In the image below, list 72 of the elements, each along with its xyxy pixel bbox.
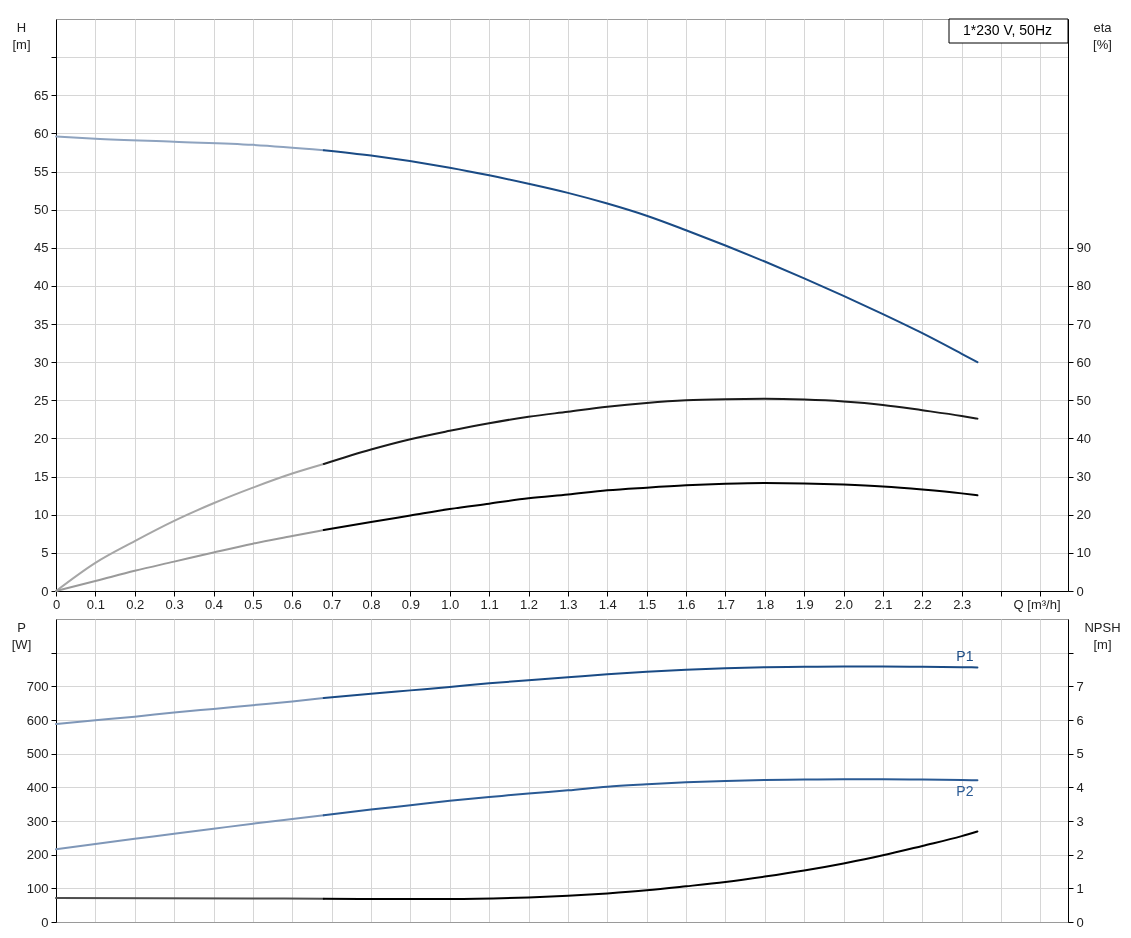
- y-axis-title: P [W]: [11, 619, 32, 652]
- x-tick-label: 0.3: [165, 596, 184, 612]
- y-tick-label: 45: [34, 240, 49, 256]
- y2-tick-label: 80: [1076, 278, 1091, 294]
- x-tick-label: 0.2: [126, 596, 145, 612]
- x-tick-label: 0.6: [283, 596, 302, 612]
- y-tick-label: 500: [26, 746, 49, 762]
- y-tick-label: 35: [34, 316, 49, 332]
- x-tick-label: 0: [52, 596, 61, 612]
- x-tick-label: 2.1: [874, 596, 893, 612]
- y-tick-label: 60: [34, 125, 49, 141]
- x-tick-label: 0.4: [204, 596, 224, 612]
- x-tick-label: 2.0: [835, 596, 854, 612]
- y2-tick-label: 0: [1076, 914, 1084, 930]
- y2-tick-label: 4: [1076, 779, 1084, 795]
- y-tick-label: 65: [34, 87, 49, 103]
- y-tick-label: 30: [34, 354, 49, 370]
- y-tick-label: 25: [34, 392, 49, 408]
- x-tick-label: 1.6: [677, 596, 696, 612]
- y2-tick-label: 20: [1076, 507, 1091, 523]
- y-tick-label: 400: [26, 779, 49, 795]
- y2-tick-label: 10: [1076, 545, 1091, 561]
- x-tick-label: 0.7: [323, 596, 342, 612]
- x-tick-label: 1.0: [441, 596, 460, 612]
- x-tick-label: 0.8: [362, 596, 381, 612]
- y-tick-label: 600: [26, 712, 49, 728]
- y-tick-label: 15: [34, 469, 49, 485]
- y2-tick-label: 50: [1076, 392, 1091, 408]
- y-tick-label: 700: [26, 678, 49, 694]
- x-tick-label: 2.3: [953, 596, 972, 612]
- y2-tick-label: 7: [1076, 678, 1084, 694]
- y2-tick-label: 0: [1076, 583, 1084, 599]
- x-tick-label: 0.1: [86, 596, 105, 612]
- chart-title: 1*230 V, 50Hz: [963, 22, 1052, 38]
- y-tick-label: 10: [34, 507, 49, 523]
- y2-tick-label: 2: [1076, 847, 1084, 863]
- y-axis-title: H [m]: [12, 19, 31, 52]
- y2-tick-label: 1: [1076, 880, 1084, 896]
- y2-tick-label: 70: [1076, 316, 1091, 332]
- y2-tick-label: 6: [1076, 712, 1084, 728]
- x-tick-label: 1.9: [795, 596, 814, 612]
- y2-axis-title: NPSH [m]: [1084, 619, 1121, 652]
- y-tick-label: 0: [41, 583, 49, 599]
- series-label: P1: [956, 648, 974, 665]
- y2-tick-label: 90: [1076, 240, 1091, 256]
- x-tick-label: 0.9: [401, 596, 420, 612]
- x-tick-label: 1.4: [598, 596, 617, 612]
- y-tick-label: 50: [34, 202, 49, 218]
- y-tick-label: 40: [34, 278, 49, 294]
- x-axis-title: Q [m³/h]: [1013, 596, 1061, 612]
- x-tick-label: 0.5: [244, 596, 263, 612]
- y2-axis-title: eta [%]: [1093, 19, 1113, 52]
- y-tick-label: 20: [34, 430, 49, 446]
- x-tick-label: 1.2: [519, 596, 539, 612]
- y2-tick-label: 30: [1076, 469, 1091, 485]
- x-tick-label: 1.7: [716, 596, 735, 612]
- x-tick-label: 1.3: [559, 596, 578, 612]
- y-tick-label: 300: [26, 813, 49, 829]
- x-tick-label: 1.1: [480, 596, 499, 612]
- series-label: P2: [956, 783, 974, 800]
- x-tick-label: 1.8: [756, 596, 775, 612]
- y-tick-label: 0: [41, 914, 49, 930]
- y2-tick-label: 40: [1076, 430, 1091, 446]
- y-tick-label: 55: [34, 164, 49, 180]
- y-tick-label: 200: [26, 847, 49, 863]
- y-tick-label: 100: [26, 880, 49, 896]
- y-tick-label: 5: [41, 545, 49, 561]
- y2-tick-label: 60: [1076, 354, 1091, 370]
- x-tick-label: 2.2: [913, 596, 932, 612]
- y2-tick-label: 5: [1076, 746, 1084, 762]
- y2-tick-label: 3: [1076, 813, 1084, 829]
- x-tick-label: 1.5: [638, 596, 657, 612]
